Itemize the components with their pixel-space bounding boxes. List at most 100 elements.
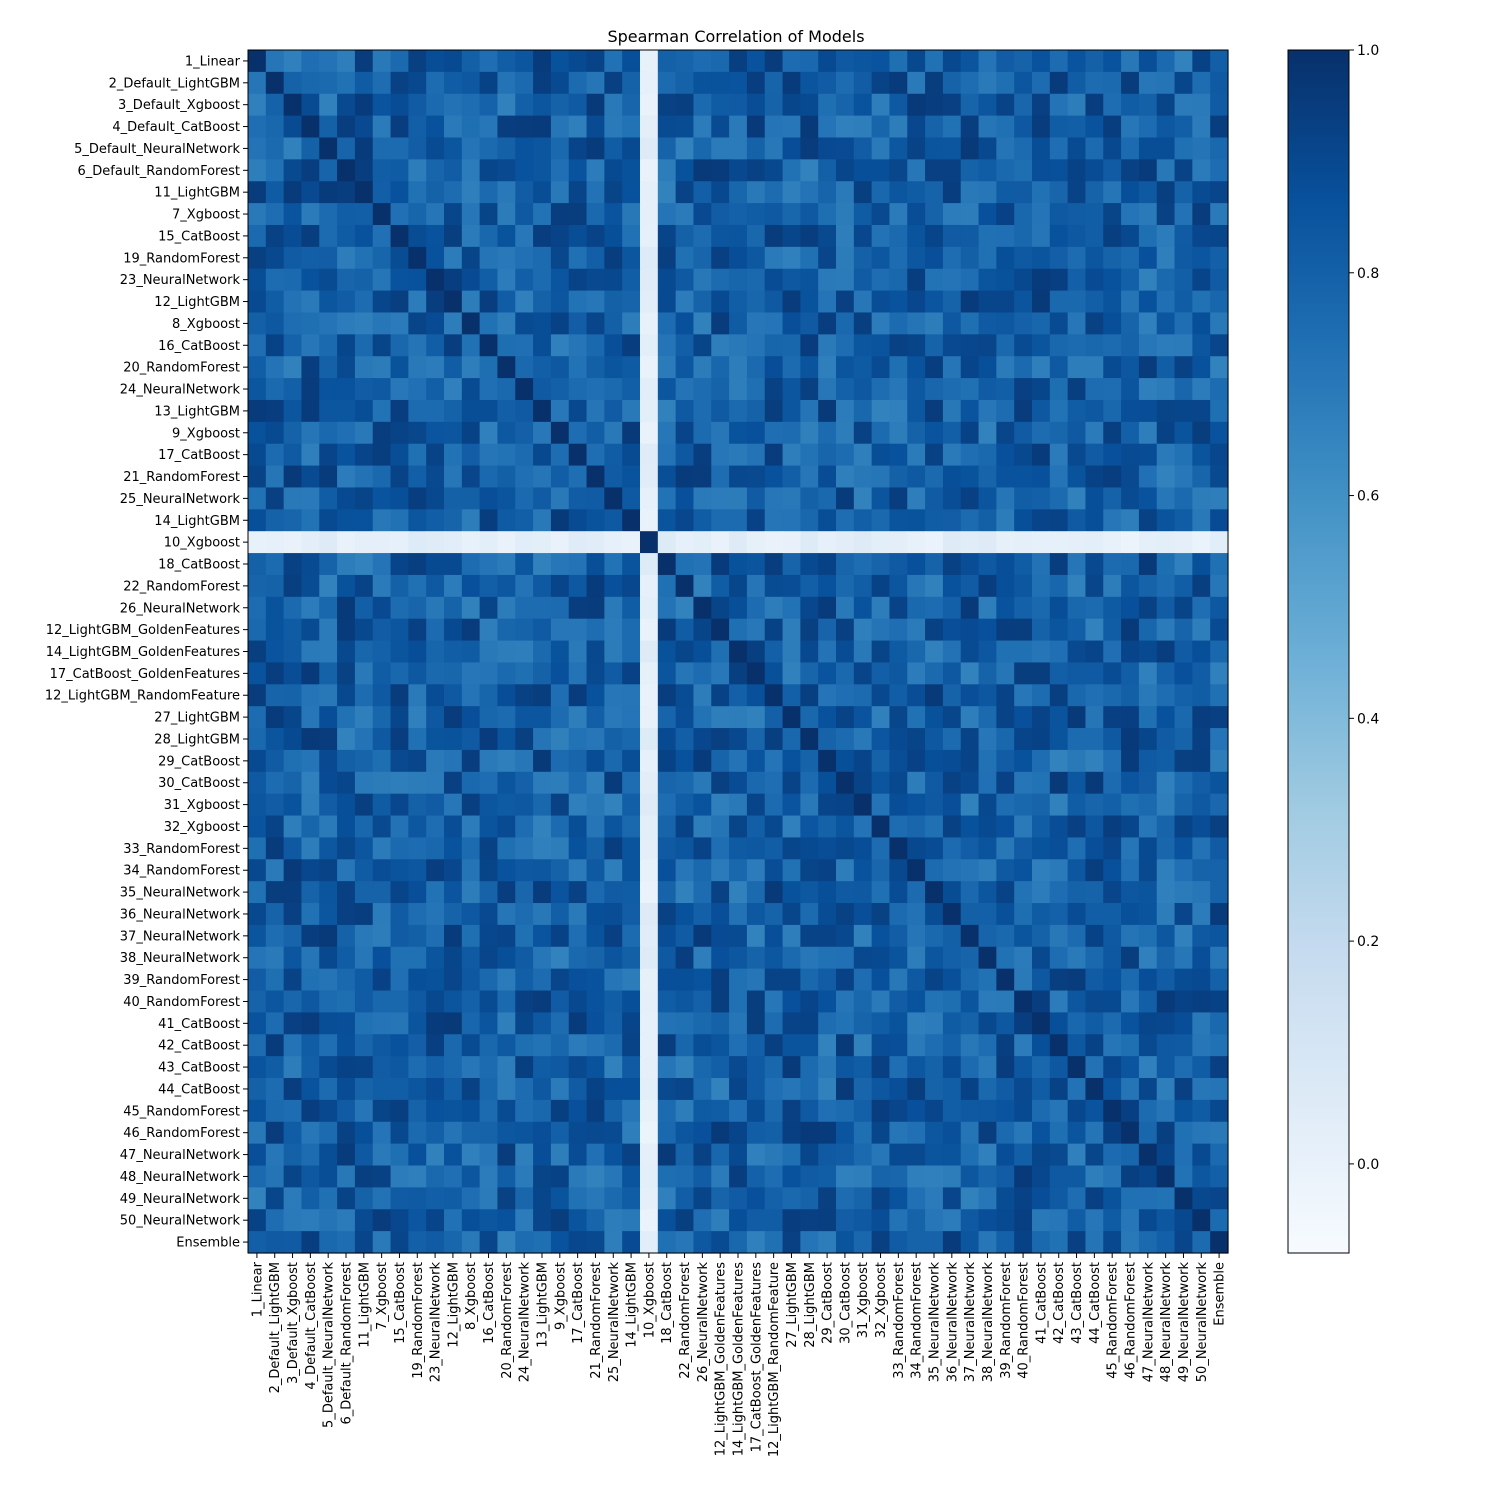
heatmap-cell [729, 903, 747, 925]
heatmap-cell [854, 881, 872, 903]
heatmap-cell [587, 116, 605, 138]
heatmap-cell [925, 291, 943, 313]
heatmap-cell [319, 181, 337, 203]
heatmap-cell [284, 137, 302, 159]
heatmap-cell [979, 837, 997, 859]
heatmap-cell [444, 203, 462, 225]
heatmap-cell [925, 72, 943, 94]
heatmap-cell [444, 422, 462, 444]
heatmap-cell [533, 1100, 551, 1122]
heatmap-cell [337, 1100, 355, 1122]
heatmap-cell [1068, 903, 1086, 925]
heatmap-cell [284, 1166, 302, 1188]
heatmap-cell [1068, 925, 1086, 947]
heatmap-cell [622, 225, 640, 247]
heatmap-cell [943, 947, 961, 969]
heatmap-cell [319, 531, 337, 553]
heatmap-cell [301, 837, 319, 859]
heatmap-cell [1103, 837, 1121, 859]
heatmap-cell [1032, 159, 1050, 181]
heatmap-cell [979, 1078, 997, 1100]
heatmap-cell [266, 684, 284, 706]
heatmap-cell [800, 794, 818, 816]
heatmap-cell [319, 706, 337, 728]
heatmap-cell [1192, 1056, 1210, 1078]
heatmap-cell [854, 487, 872, 509]
heatmap-cell [943, 378, 961, 400]
heatmap-cell [693, 1012, 711, 1034]
heatmap-cell [355, 706, 373, 728]
heatmap-cell [337, 1122, 355, 1144]
heatmap-cell [1014, 509, 1032, 531]
heatmap-cell [355, 553, 373, 575]
heatmap-cell [996, 50, 1014, 72]
heatmap-cell [587, 312, 605, 334]
heatmap-cell [444, 750, 462, 772]
heatmap-cell [693, 619, 711, 641]
heatmap-cell [818, 772, 836, 794]
heatmap-cell [373, 947, 391, 969]
heatmap-cell [408, 291, 426, 313]
heatmap-cell [711, 247, 729, 269]
heatmap-cell [889, 356, 907, 378]
heatmap-cell [373, 269, 391, 291]
heatmap-cell [444, 641, 462, 663]
heatmap-cell [783, 159, 801, 181]
heatmap-cell [284, 1209, 302, 1231]
heatmap-cell [1210, 925, 1228, 947]
heatmap-cell [943, 794, 961, 816]
heatmap-cell [640, 750, 658, 772]
heatmap-cell [426, 837, 444, 859]
heatmap-cell [551, 859, 569, 881]
heatmap-cell [1121, 116, 1139, 138]
heatmap-cell [355, 1231, 373, 1253]
heatmap-cell [872, 794, 890, 816]
x-tick-label: 32_Xgboost [874, 1262, 889, 1338]
heatmap-cell [337, 72, 355, 94]
heatmap-cell [711, 772, 729, 794]
heatmap-cell [266, 859, 284, 881]
heatmap-cell [1157, 94, 1175, 116]
heatmap-cell [355, 881, 373, 903]
heatmap-cell [961, 1034, 979, 1056]
heatmap-cell [533, 72, 551, 94]
heatmap-cell [587, 619, 605, 641]
heatmap-cell [676, 94, 694, 116]
heatmap-cell [391, 969, 409, 991]
heatmap-cell [747, 903, 765, 925]
heatmap-cell [266, 1056, 284, 1078]
heatmap-cell [533, 662, 551, 684]
heatmap-cell [1210, 575, 1228, 597]
heatmap-cell [800, 422, 818, 444]
heatmap-cell [622, 466, 640, 488]
heatmap-cell [408, 641, 426, 663]
heatmap-cell [604, 1100, 622, 1122]
heatmap-cell [587, 1056, 605, 1078]
heatmap-cell [907, 159, 925, 181]
heatmap-cell [729, 816, 747, 838]
heatmap-cell [1085, 181, 1103, 203]
heatmap-cell [925, 400, 943, 422]
heatmap-cell [1139, 1209, 1157, 1231]
heatmap-cell [961, 1231, 979, 1253]
heatmap-cell [711, 531, 729, 553]
heatmap-cell [979, 509, 997, 531]
y-tick-label: 50_NeuralNetwork [120, 1214, 241, 1229]
heatmap-cell [800, 225, 818, 247]
heatmap-cell [800, 378, 818, 400]
heatmap-cell [301, 859, 319, 881]
heatmap-cell [800, 291, 818, 313]
heatmap-cell [551, 597, 569, 619]
heatmap-cell [925, 641, 943, 663]
heatmap-cell [391, 181, 409, 203]
heatmap-cell [1032, 881, 1050, 903]
y-tick-label: 12_LightGBM_GoldenFeatures [46, 623, 240, 638]
heatmap-cell [711, 269, 729, 291]
heatmap-cell [658, 466, 676, 488]
heatmap-cell [355, 750, 373, 772]
heatmap-cell [497, 247, 515, 269]
heatmap-cell [355, 684, 373, 706]
heatmap-cell [996, 181, 1014, 203]
heatmap-cell [587, 269, 605, 291]
heatmap-cell [907, 706, 925, 728]
